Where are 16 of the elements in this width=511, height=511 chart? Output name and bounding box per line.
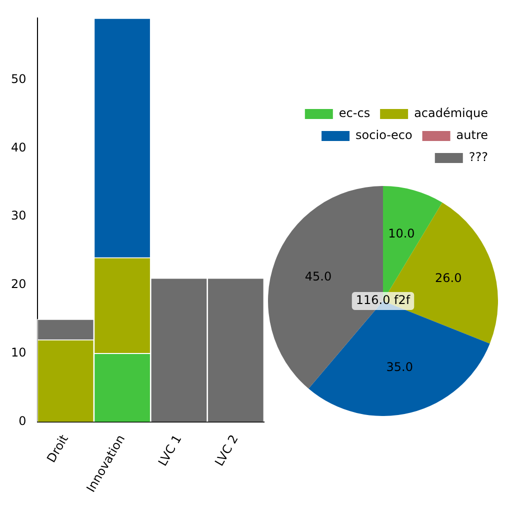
y-tick-label: 30 [10, 208, 26, 223]
data-label: 26.0 [435, 271, 462, 286]
legend-label: autre [456, 128, 488, 142]
data-label: 35.0 [386, 360, 414, 374]
y-tick-label: 20 [10, 277, 26, 292]
data-label: 45.0 [304, 269, 332, 284]
legend-label: ec-cs [338, 106, 370, 120]
text: 116.0 f2f [356, 293, 411, 308]
legend-label: socio-eco [356, 128, 412, 142]
legend-label: académique [414, 106, 488, 120]
y-tick-label: 10 [10, 346, 26, 360]
y-tick-label: 50 [10, 72, 26, 86]
y-tick-label: 0 [18, 414, 26, 428]
data-label: 10.0 [388, 226, 415, 241]
legend-label: ??? [468, 150, 488, 164]
y-tick-label: 40 [10, 140, 26, 154]
